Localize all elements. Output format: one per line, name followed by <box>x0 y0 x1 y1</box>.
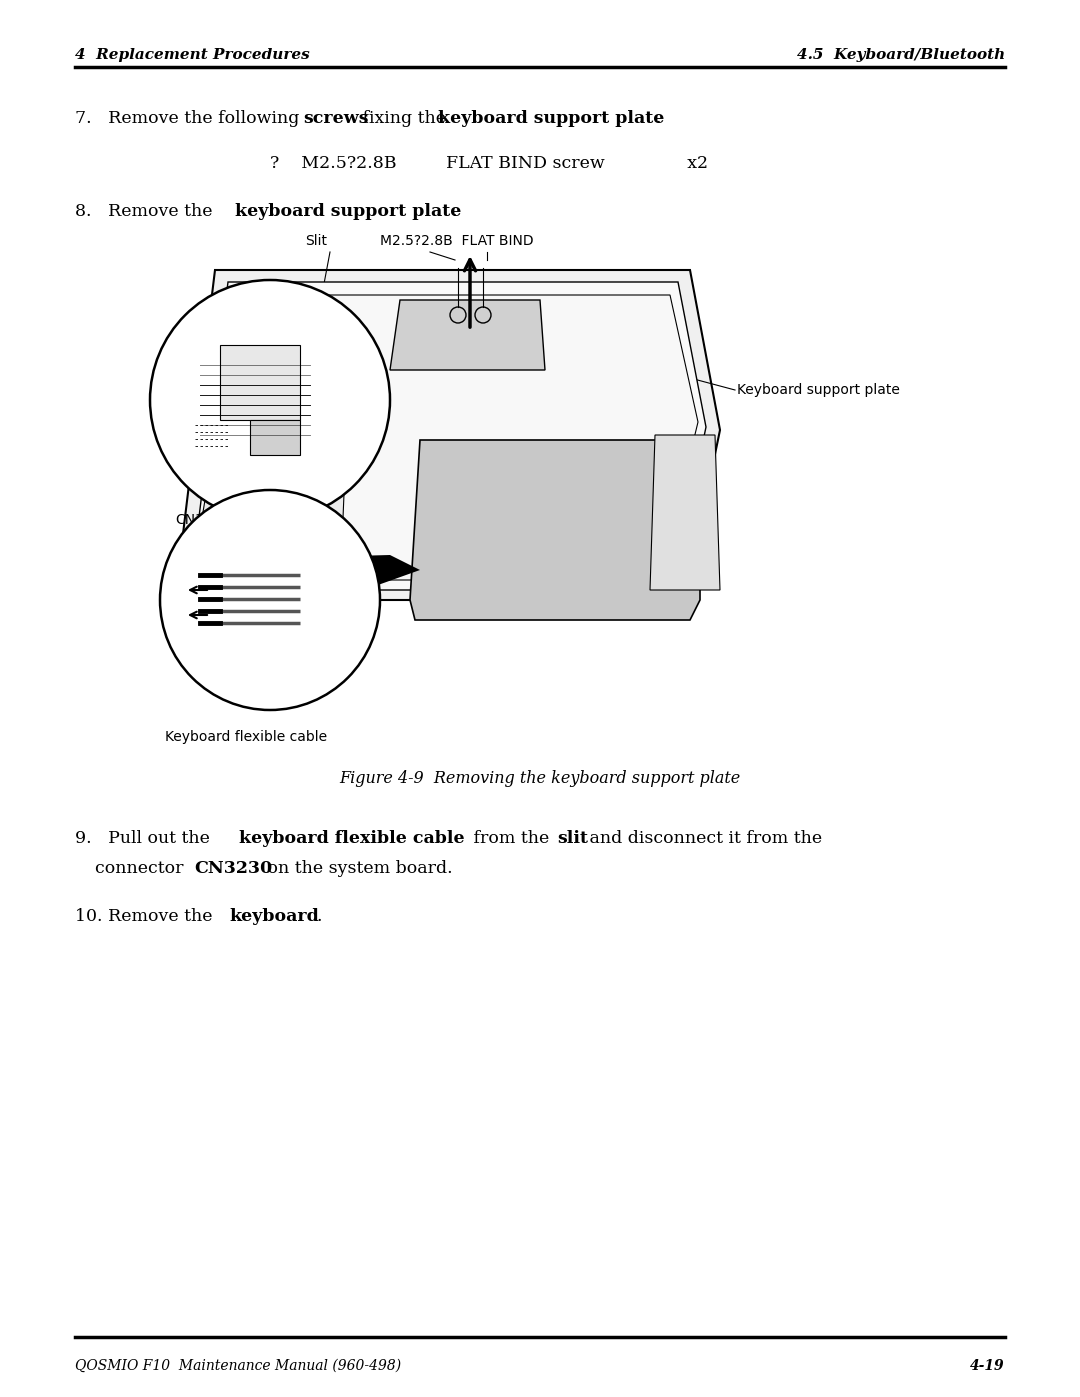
Text: fixing the: fixing the <box>357 110 451 127</box>
Text: keyboard flexible cable: keyboard flexible cable <box>239 830 464 847</box>
Text: .: . <box>316 908 322 925</box>
Text: and disconnect it from the: and disconnect it from the <box>584 830 822 847</box>
Text: Keyboard: Keyboard <box>640 538 705 552</box>
Polygon shape <box>249 420 300 455</box>
Text: Slit: Slit <box>305 235 327 249</box>
Text: 9.   Pull out the: 9. Pull out the <box>75 830 215 847</box>
Text: 4  Replacement Procedures: 4 Replacement Procedures <box>75 47 310 61</box>
Polygon shape <box>390 300 545 370</box>
Text: ?    M2.5?2.8B         FLAT BIND screw               x2: ? M2.5?2.8B FLAT BIND screw x2 <box>270 155 708 172</box>
Circle shape <box>150 279 390 520</box>
Polygon shape <box>410 440 700 620</box>
Text: 8.   Remove the: 8. Remove the <box>75 203 218 219</box>
Text: 7.   Remove the following: 7. Remove the following <box>75 110 305 127</box>
Text: keyboard support plate: keyboard support plate <box>438 110 664 127</box>
Text: connector: connector <box>95 861 189 877</box>
Polygon shape <box>352 555 420 590</box>
Polygon shape <box>190 282 706 590</box>
Circle shape <box>160 490 380 710</box>
Text: 10. Remove the: 10. Remove the <box>75 908 218 925</box>
Text: 4.5  Keyboard/Bluetooth: 4.5 Keyboard/Bluetooth <box>797 47 1005 61</box>
Polygon shape <box>190 351 350 590</box>
Text: Figure 4-9  Removing the keyboard support plate: Figure 4-9 Removing the keyboard support… <box>339 770 741 787</box>
Text: .: . <box>654 110 661 127</box>
Text: on the system board.: on the system board. <box>262 861 453 877</box>
Polygon shape <box>220 345 300 420</box>
Text: 4-19: 4-19 <box>970 1359 1005 1373</box>
Text: .: . <box>451 203 457 219</box>
Text: keyboard: keyboard <box>229 908 319 925</box>
Text: Keyboard support plate: Keyboard support plate <box>737 383 900 397</box>
Text: Keyboard flexible cable: Keyboard flexible cable <box>165 731 327 745</box>
Polygon shape <box>354 420 390 460</box>
Text: M2.5?2.8B  FLAT BIND: M2.5?2.8B FLAT BIND <box>380 235 534 249</box>
Text: slit: slit <box>557 830 588 847</box>
Text: QOSMIO F10  Maintenance Manual (960-498): QOSMIO F10 Maintenance Manual (960-498) <box>75 1359 401 1373</box>
Text: keyboard support plate: keyboard support plate <box>235 203 461 219</box>
Text: CN3230: CN3230 <box>175 513 230 527</box>
Polygon shape <box>650 434 720 590</box>
Text: CN3230: CN3230 <box>194 861 272 877</box>
Text: screws: screws <box>303 110 368 127</box>
Polygon shape <box>198 295 698 580</box>
Polygon shape <box>175 270 720 599</box>
Text: from the: from the <box>468 830 555 847</box>
